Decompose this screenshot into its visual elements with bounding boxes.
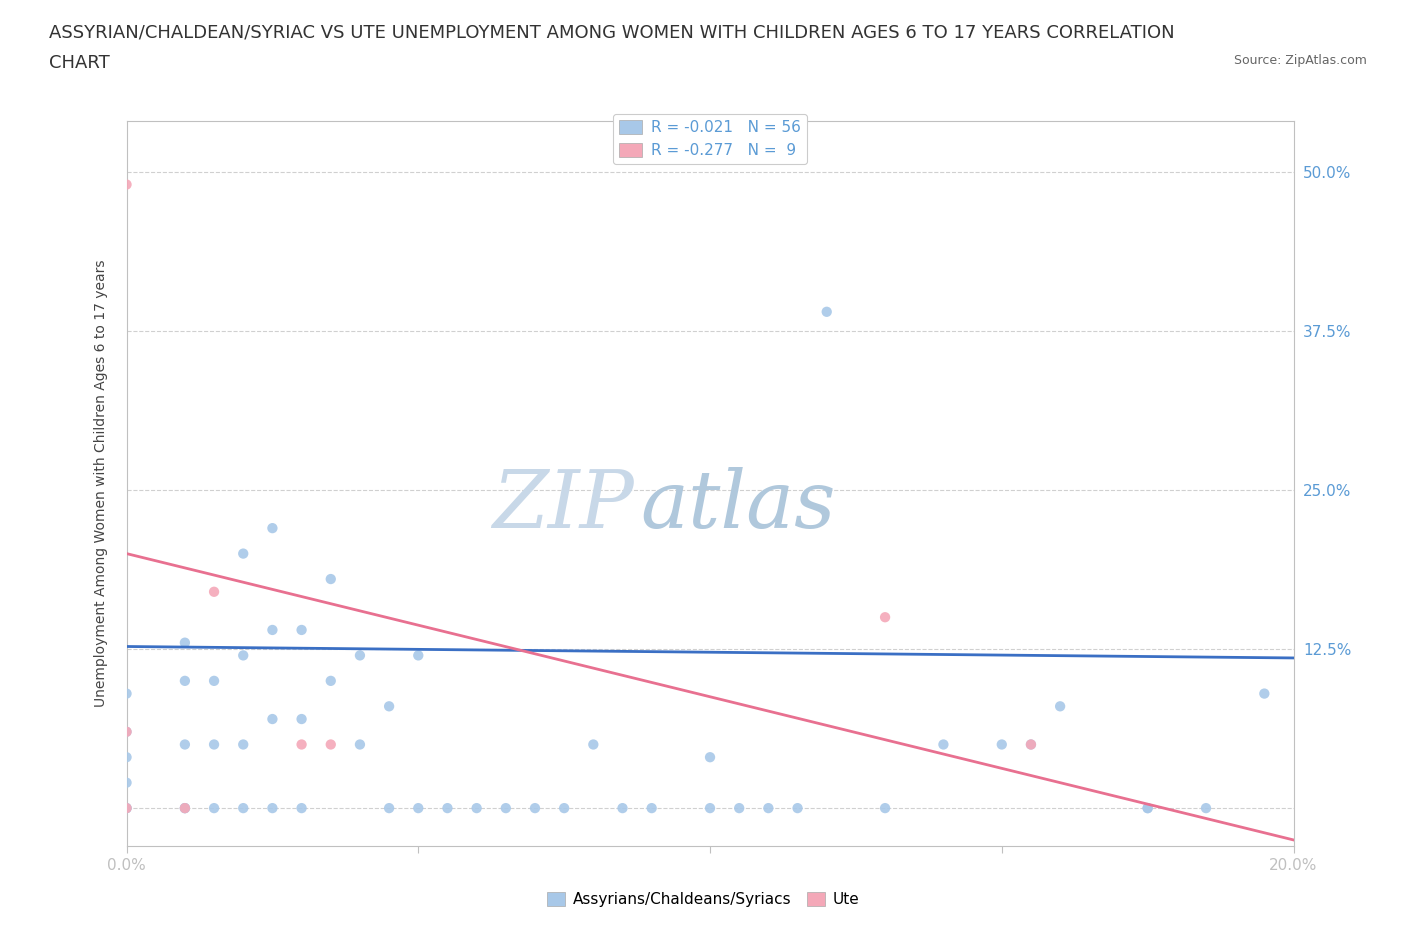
Point	[262, 521, 284, 536]
Point	[115, 686, 138, 701]
Point	[290, 622, 312, 637]
Point	[174, 673, 197, 688]
Point	[728, 801, 751, 816]
Point	[756, 801, 779, 816]
Point	[319, 673, 342, 688]
Point	[349, 648, 371, 663]
Point	[115, 724, 138, 739]
Point	[378, 698, 401, 713]
Point	[202, 801, 225, 816]
Point	[378, 801, 401, 816]
Point	[1049, 698, 1071, 713]
Point	[1136, 801, 1159, 816]
Point	[349, 737, 371, 752]
Point	[262, 711, 284, 726]
Point	[290, 801, 312, 816]
Point	[115, 801, 138, 816]
Text: ASSYRIAN/CHALDEAN/SYRIAC VS UTE UNEMPLOYMENT AMONG WOMEN WITH CHILDREN AGES 6 TO: ASSYRIAN/CHALDEAN/SYRIAC VS UTE UNEMPLOY…	[49, 23, 1175, 41]
Point	[465, 801, 488, 816]
Text: Source: ZipAtlas.com: Source: ZipAtlas.com	[1233, 54, 1367, 67]
Point	[699, 750, 721, 764]
Point	[582, 737, 605, 752]
Point	[436, 801, 458, 816]
Point	[990, 737, 1012, 752]
Point	[115, 801, 138, 816]
Point	[553, 801, 575, 816]
Text: ZIP: ZIP	[492, 467, 634, 544]
Point	[932, 737, 955, 752]
Legend: R = -0.021   N = 56, R = -0.277   N =  9: R = -0.021 N = 56, R = -0.277 N = 9	[613, 114, 807, 164]
Point	[232, 737, 254, 752]
Point	[875, 610, 897, 625]
Point	[786, 801, 808, 816]
Point	[290, 737, 312, 752]
Point	[115, 776, 138, 790]
Point	[174, 801, 197, 816]
Point	[290, 711, 312, 726]
Point	[232, 546, 254, 561]
Point	[699, 801, 721, 816]
Point	[115, 801, 138, 816]
Point	[612, 801, 634, 816]
Point	[1253, 686, 1275, 701]
Point	[319, 737, 342, 752]
Point	[174, 801, 197, 816]
Point	[1136, 801, 1159, 816]
Y-axis label: Unemployment Among Women with Children Ages 6 to 17 years: Unemployment Among Women with Children A…	[94, 259, 108, 708]
Point	[115, 750, 138, 764]
Point	[1195, 801, 1218, 816]
Point	[174, 737, 197, 752]
Point	[115, 724, 138, 739]
Point	[202, 584, 225, 599]
Point	[232, 801, 254, 816]
Text: CHART: CHART	[49, 54, 110, 72]
Point	[319, 572, 342, 587]
Point	[495, 801, 517, 816]
Point	[640, 801, 664, 816]
Point	[524, 801, 547, 816]
Point	[262, 801, 284, 816]
Point	[1019, 737, 1042, 752]
Point	[202, 737, 225, 752]
Text: atlas: atlas	[640, 467, 835, 544]
Point	[815, 304, 838, 319]
Point	[174, 635, 197, 650]
Legend: Assyrians/Chaldeans/Syriacs, Ute: Assyrians/Chaldeans/Syriacs, Ute	[540, 885, 866, 913]
Point	[115, 177, 138, 192]
Point	[875, 801, 897, 816]
Point	[408, 648, 430, 663]
Point	[408, 801, 430, 816]
Point	[174, 801, 197, 816]
Point	[1019, 737, 1042, 752]
Point	[262, 622, 284, 637]
Point	[202, 673, 225, 688]
Point	[232, 648, 254, 663]
